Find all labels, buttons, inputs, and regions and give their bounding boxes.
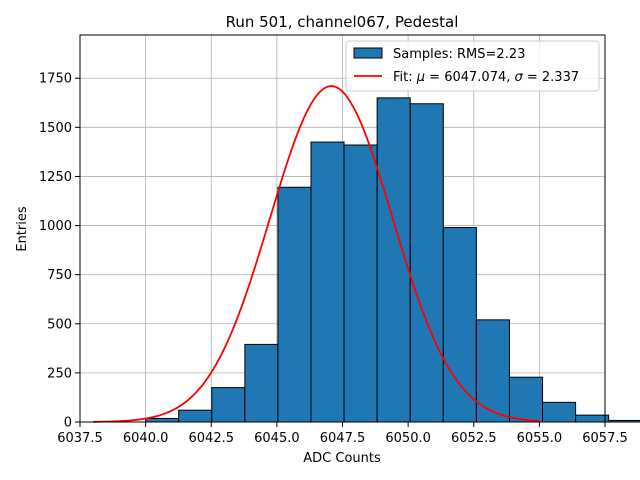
histogram-bar	[575, 414, 610, 423]
legend-fit-sigma-value: = 2.337	[523, 70, 579, 85]
legend-fit-mu-value: = 6047.074,	[425, 70, 514, 85]
histogram-bar	[277, 186, 312, 423]
x-tick-label: 6040.0	[123, 431, 169, 446]
x-tick-label: 6037.5	[57, 431, 103, 446]
legend-label-fit: Fit: μ = 6047.074, σ = 2.337	[393, 70, 579, 85]
histogram-bar	[542, 401, 577, 423]
histogram-bar	[244, 343, 279, 423]
y-tick-label: 750	[47, 268, 72, 283]
histogram-bar	[442, 227, 477, 423]
x-axis-ticks: 6037.5 6040.0 6042.5 6045.0 6047.5 6050.0 6052…	[57, 422, 628, 446]
fit-curve-group	[93, 85, 540, 423]
legend-fit-sigma-symbol: σ	[515, 70, 524, 85]
legend-swatch-samples	[353, 47, 383, 59]
x-tick-label: 6042.5	[189, 431, 235, 446]
y-tick-label: 1500	[39, 121, 72, 136]
chart-title: Run 501, channel067, Pedestal	[226, 13, 459, 31]
x-tick-label: 6047.5	[320, 431, 366, 446]
histogram-bar	[343, 144, 378, 423]
y-tick-label: 1750	[39, 72, 72, 87]
legend-fit-prefix: Fit:	[393, 70, 417, 85]
x-tick-label: 6050.0	[385, 431, 431, 446]
x-tick-label: 6055.0	[517, 431, 563, 446]
x-tick-label: 6045.0	[254, 431, 300, 446]
fit-curve	[93, 85, 540, 423]
legend-label-samples: Samples: RMS=2.23	[393, 47, 525, 62]
y-axis-ticks: 0 250 500 750 1000 1250 1500 1750	[39, 72, 80, 431]
y-tick-label: 500	[47, 317, 72, 332]
y-tick-label: 1000	[39, 219, 72, 234]
histogram-bar	[409, 103, 444, 423]
y-tick-label: 0	[64, 416, 72, 431]
histogram-bar	[145, 417, 180, 423]
histogram-bar	[211, 387, 246, 423]
histogram-bar	[475, 319, 510, 423]
y-tick-label: 1250	[39, 170, 72, 185]
histogram-bars	[145, 97, 640, 423]
x-tick-label: 6052.5	[451, 431, 497, 446]
legend-box	[345, 40, 600, 92]
legend: Samples: RMS=2.23 Fit: μ = 6047.074, σ =…	[345, 40, 600, 92]
histogram-bar	[508, 376, 544, 423]
x-tick-label: 6057.5	[582, 431, 628, 446]
y-tick-label: 250	[47, 366, 72, 381]
histogram-bar	[608, 419, 640, 423]
x-axis-label: ADC Counts	[303, 451, 381, 466]
histogram-bar	[178, 409, 213, 423]
histogram-bar	[310, 141, 345, 423]
y-axis-label: Entries	[15, 206, 30, 252]
legend-fit-mu-symbol: μ	[416, 70, 425, 85]
